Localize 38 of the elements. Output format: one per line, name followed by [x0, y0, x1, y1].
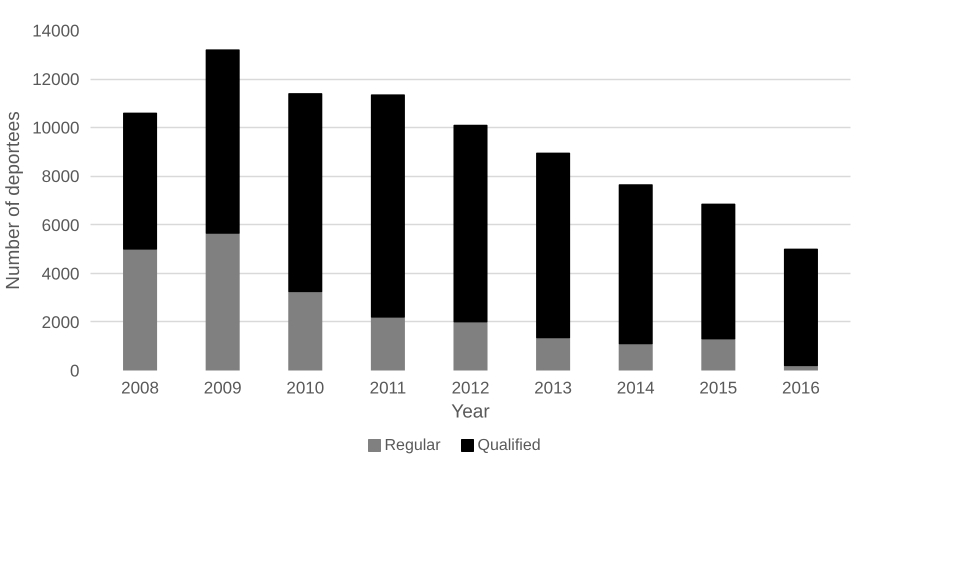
x-axis-title: Year [451, 402, 490, 422]
x-tick-label: 2012 [452, 378, 490, 398]
y-tick-label: 4000 [42, 264, 80, 284]
y-axis-title: Number of deportees [3, 111, 24, 290]
bar [123, 112, 158, 250]
bar [370, 316, 405, 370]
y-tick-label: 2000 [42, 312, 80, 332]
bar [288, 93, 322, 292]
y-tick-label: 0 [70, 362, 80, 380]
bar [123, 248, 158, 370]
y-tick-label: 10000 [32, 118, 80, 138]
x-tick-label: 2015 [699, 378, 738, 398]
x-tick-label: 2013 [534, 378, 572, 398]
bar [206, 49, 240, 234]
y-tick-label: 14000 [32, 22, 80, 40]
y-tick-label: 8000 [42, 167, 80, 186]
bar [288, 291, 322, 370]
bar [618, 184, 653, 344]
bar [206, 232, 240, 370]
x-tick-label: 2009 [204, 378, 242, 398]
x-tick-label: 2014 [616, 378, 655, 398]
x-tick-label: 2008 [121, 378, 159, 398]
bar [370, 94, 405, 318]
y-tick-label: 6000 [42, 216, 80, 235]
x-tick-label: 2011 [370, 378, 406, 398]
bar [453, 321, 488, 370]
bar [784, 248, 818, 366]
legend-label: Qualified [478, 437, 541, 454]
y-tick-label: 12000 [32, 70, 80, 90]
bar [618, 343, 653, 370]
bar [453, 124, 488, 322]
legend-label: Regular [384, 437, 442, 454]
bar [701, 338, 736, 370]
bar [536, 152, 570, 338]
x-tick-label: 2016 [782, 378, 820, 398]
bar [701, 204, 736, 340]
x-tick-label: 2010 [286, 378, 324, 398]
bar [536, 337, 570, 370]
